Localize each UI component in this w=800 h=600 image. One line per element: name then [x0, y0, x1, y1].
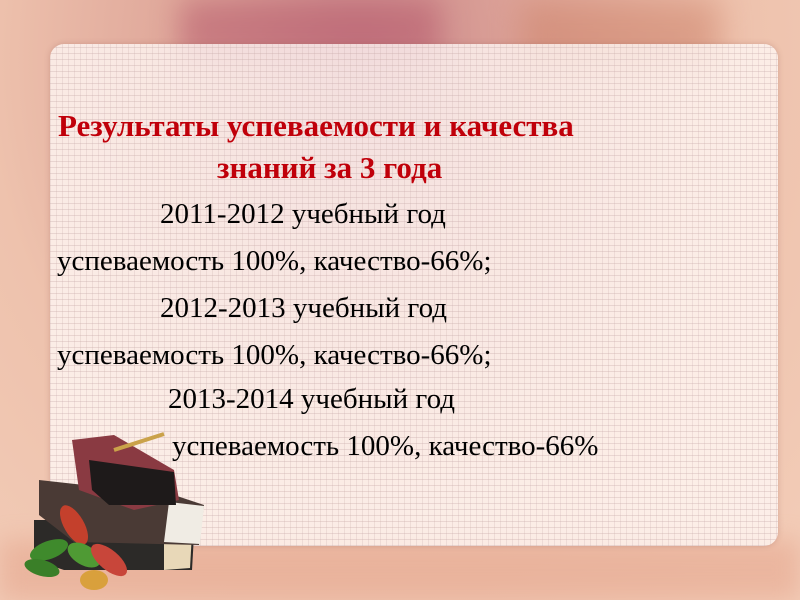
books-illustration	[24, 432, 204, 590]
result-text: успеваемость 100%, качество-66%	[172, 430, 599, 462]
year-label: 2012-2013 учебный год	[160, 292, 447, 324]
slide-title-line2: знаний за 3 года	[217, 150, 443, 185]
result-text: успеваемость 100%, качество-66%;	[57, 339, 492, 371]
result-text: успеваемость 100%, качество-66%;	[57, 245, 492, 277]
content-panel	[50, 44, 778, 546]
slide-title-line1: Результаты успеваемости и качества	[58, 108, 574, 143]
year-label: 2013-2014 учебный год	[168, 383, 455, 415]
book-stack-icon	[34, 432, 204, 570]
leaves-icon	[24, 505, 128, 590]
year-label: 2011-2012 учебный год	[160, 198, 446, 230]
